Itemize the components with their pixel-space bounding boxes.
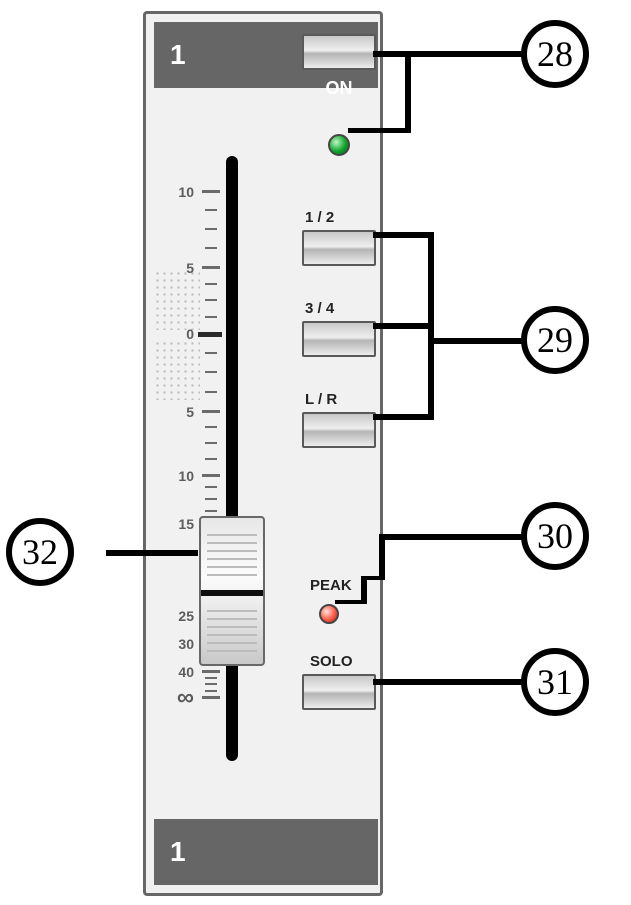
on-label: ON [302,78,376,99]
scale-tick-minor [205,510,217,512]
scale-tick-minor [205,486,217,488]
callout-30: 30 [521,502,589,570]
route-1-2-button[interactable] [302,230,376,266]
callout-leader [373,232,433,238]
scale-number: 5 [186,404,194,420]
scale-number: 5 [186,260,194,276]
callout-31: 31 [521,648,589,716]
scale-dots [154,270,200,330]
scale-tick-minor [205,690,217,692]
scale-tick-minor [205,677,217,679]
channel-strip: 1 ON 1 / 2 3 / 4 L / R PEAK SOLO 10 5 0 5 10… [143,11,383,896]
fader-cap-rib [207,618,257,620]
fader-cap[interactable] [199,516,265,666]
route-3-4-button[interactable] [302,321,376,357]
peak-led [319,604,339,624]
scale-tick-major [198,332,222,337]
callout-leader [379,534,385,580]
scale-tick-minor [205,683,217,685]
fader-cap-rib [207,610,257,612]
callout-leader [379,534,523,540]
scale-tick-major [202,474,220,477]
callout-28: 28 [521,20,589,88]
scale-number: 40 [178,664,194,680]
scale-number: 30 [178,636,194,652]
scale-number: 0 [186,326,194,342]
fader-cap-rib [207,642,257,644]
callout-leader [405,51,411,132]
channel-number-bottom-text: 1 [170,836,186,868]
fader-cap-rib [207,566,257,568]
scale-number: 10 [178,184,194,200]
channel-number-top-text: 1 [170,39,186,71]
scale-tick-minor [205,247,217,249]
scale-tick-minor [205,371,217,373]
solo-button[interactable] [302,674,376,710]
scale-tick-minor [205,391,217,393]
scale-tick-major [202,410,220,413]
scale-tick-minor [205,458,217,460]
route-lr-label: L / R [305,391,379,408]
on-led [328,134,350,156]
callout-leader [106,550,198,556]
fader-cap-rib [207,574,257,576]
fader-cap-rib [207,634,257,636]
solo-label: SOLO [310,653,353,670]
on-button[interactable] [302,34,376,70]
callout-leader [428,232,434,420]
scale-tick-minor [205,426,217,428]
fader-cap-rib [207,534,257,536]
callout-leader [373,414,433,420]
scale-tick-minor [205,228,217,230]
fader-cap-rib [207,626,257,628]
callout-leader [373,51,523,57]
scale-number: 10 [178,468,194,484]
route-lr-button[interactable] [302,412,376,448]
scale-tick-major [202,266,220,269]
fader-track [226,156,238,761]
scale-number: 15 [178,516,194,532]
scale-tick-minor [205,283,217,285]
callout-leader [373,323,433,329]
fader-cap-rib [207,542,257,544]
route-1-2-label: 1 / 2 [305,209,379,226]
scale-dots [154,340,200,400]
route-3-4-label: 3 / 4 [305,300,379,317]
scale-tick-minor [205,299,217,301]
scale-tick-minor [205,209,217,211]
scale-tick-minor [205,498,217,500]
scale-tick-major [202,190,220,193]
fader-cap-rib [207,550,257,552]
scale-number: 25 [178,608,194,624]
callout-32: 32 [6,518,74,586]
scale-tick-major [202,696,220,699]
scale-tick-minor [205,442,217,444]
callout-29: 29 [521,306,589,374]
channel-number-bottom: 1 [154,819,378,885]
fader-cap-center [201,590,263,596]
callout-leader [348,128,411,133]
peak-label: PEAK [310,577,352,594]
callout-leader [373,679,523,685]
scale-tick-minor [205,316,217,318]
scale-number: ∞ [177,684,194,712]
scale-tick-major [202,670,220,673]
callout-leader [361,576,367,604]
callout-leader [433,338,523,344]
fader-cap-rib [207,558,257,560]
fader-cap-rib [207,650,257,652]
scale-tick-minor [205,352,217,354]
